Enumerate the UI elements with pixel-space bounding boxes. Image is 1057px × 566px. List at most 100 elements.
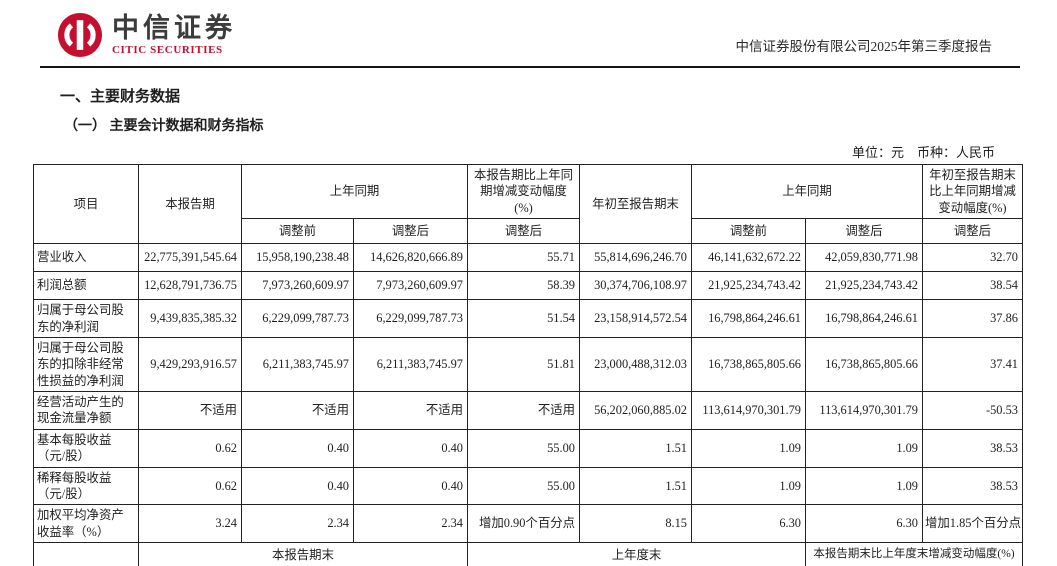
- table-row: 利润总额 12,628,791,736.75 7,973,260,609.97 …: [33, 271, 1023, 301]
- value-cell: 21,925,234,743.42: [691, 271, 806, 301]
- value-cell: 23,000,488,312.03: [579, 336, 692, 393]
- row-label: 归属于母公司股东的扣除非经常性损益的净利润: [33, 336, 139, 393]
- table-row: 稀释每股收益（元/股） 0.62 0.40 0.40 55.00 1.51 1.…: [33, 466, 1023, 506]
- report-title: 中信证券股份有限公司2025年第三季度报告: [735, 39, 993, 54]
- value-cell: 42,059,830,771.98: [805, 243, 923, 273]
- value-cell: 1.51: [579, 466, 692, 506]
- citic-logo: 中信证券 CITIC SECURITIES: [57, 12, 236, 58]
- section-heading: 一、主要财务数据: [60, 89, 181, 105]
- table-row: 加权平均净资产收益率（%） 3.24 2.34 2.34 增加0.90个百分点 …: [33, 504, 1023, 543]
- table-row: 归属于母公司股东的扣除非经常性损益的净利润 9,429,293,916.57 6…: [33, 336, 1023, 393]
- value-cell: 不适用: [241, 391, 354, 430]
- value-cell: 9,439,835,385.32: [138, 299, 242, 338]
- value-cell: 14,626,820,666.89: [353, 243, 468, 273]
- table-header-row-1: 项目 本报告期 上年同期 本报告期比上年同期增减变动幅度(%) 年初至报告期末 …: [33, 163, 1023, 245]
- value-cell: 2.34: [353, 504, 468, 543]
- col-header-ytd-change: 年初至报告期末比上年同期增减变动幅度(%): [922, 163, 1023, 220]
- col-header-item: 项目: [33, 163, 139, 245]
- col-header-after-adjust: 调整后: [922, 218, 1023, 245]
- value-cell: 8.15: [579, 504, 692, 543]
- row-label: 基本每股收益（元/股）: [33, 428, 139, 468]
- value-cell: 113,614,970,301.79: [691, 391, 806, 430]
- col-header-prior-period: 上年同期: [241, 163, 468, 220]
- financial-table: 项目 本报告期 上年同期 本报告期比上年同期增减变动幅度(%) 年初至报告期末 …: [33, 163, 1023, 566]
- value-cell: 58.39: [467, 271, 580, 301]
- col-header-qoq-change: 本报告期比上年同期增减变动幅度(%): [467, 163, 580, 220]
- value-cell: 0.40: [353, 428, 468, 468]
- value-cell: 56,202,060,885.02: [579, 391, 692, 430]
- col-header-after-adjust: 调整后: [467, 218, 580, 245]
- value-cell: 9,429,293,916.57: [138, 336, 242, 393]
- logo-zh-text: 中信证券: [112, 12, 236, 43]
- col-header-prior-year-end: 上年度末: [467, 542, 806, 566]
- value-cell: 0.62: [138, 466, 242, 506]
- value-cell: 16,798,864,246.61: [691, 299, 806, 338]
- value-cell: 增加1.85个百分点: [922, 504, 1023, 543]
- value-cell: 22,775,391,545.64: [138, 243, 242, 273]
- row-label: 营业收入: [33, 243, 139, 273]
- value-cell: 1.09: [805, 466, 923, 506]
- row-label: 稀释每股收益（元/股）: [33, 466, 139, 506]
- table-row: 营业收入 22,775,391,545.64 15,958,190,238.48…: [33, 243, 1023, 273]
- value-cell: 55.00: [467, 428, 580, 468]
- value-cell: 2.34: [241, 504, 354, 543]
- table-row: 经营活动产生的现金流量净额 不适用 不适用 不适用 不适用 56,202,060…: [33, 391, 1023, 430]
- table-header-row-2: 调整前 调整后 调整后 调整前 调整后 调整后: [34, 218, 1023, 245]
- row-label: 加权平均净资产收益率（%）: [33, 504, 139, 543]
- value-cell: 16,738,865,805.66: [805, 336, 923, 393]
- col-header-ytd: 年初至报告期末: [579, 163, 692, 245]
- col-header-end-change: 本报告期末比上年度末增减变动幅度(%): [805, 542, 1023, 566]
- value-cell: 1.09: [691, 466, 806, 506]
- value-cell: 55,814,696,246.70: [579, 243, 692, 273]
- value-cell: 0.62: [138, 428, 242, 468]
- value-cell: 55.71: [467, 243, 580, 273]
- unit-note: 单位：元 币种：人民币: [851, 145, 995, 160]
- value-cell: 6,229,099,787.73: [241, 299, 354, 338]
- value-cell: 增加0.90个百分点: [467, 504, 580, 543]
- page-header: 中信证券 CITIC SECURITIES 中信证券股份有限公司2025年第三季…: [40, 0, 1020, 68]
- value-cell: 32.70: [922, 243, 1023, 273]
- value-cell: 1.09: [691, 428, 806, 468]
- value-cell: 6.30: [691, 504, 806, 543]
- value-cell: 38.54: [922, 271, 1023, 301]
- value-cell: 6.30: [805, 504, 923, 543]
- value-cell: 55.00: [467, 466, 580, 506]
- value-cell: 16,798,864,246.61: [805, 299, 923, 338]
- value-cell: 51.54: [467, 299, 580, 338]
- value-cell: 38.53: [922, 466, 1023, 506]
- value-cell: 15,958,190,238.48: [241, 243, 354, 273]
- value-cell: 7,973,260,609.97: [353, 271, 468, 301]
- value-cell: 37.86: [922, 299, 1023, 338]
- value-cell: 6,211,383,745.97: [353, 336, 468, 393]
- value-cell: 21,925,234,743.42: [805, 271, 923, 301]
- col-header-before-adjust: 调整前: [691, 218, 806, 245]
- value-cell: 3.24: [138, 504, 242, 543]
- table-row: 基本每股收益（元/股） 0.62 0.40 0.40 55.00 1.51 1.…: [33, 428, 1023, 468]
- row-label: 经营活动产生的现金流量净额: [33, 391, 139, 430]
- value-cell: 23,158,914,572.54: [579, 299, 692, 338]
- value-cell: 16,738,865,805.66: [691, 336, 806, 393]
- value-cell: 不适用: [353, 391, 468, 430]
- value-cell: 0.40: [241, 428, 354, 468]
- citic-logo-icon: [57, 12, 103, 58]
- value-cell: 不适用: [138, 391, 242, 430]
- logo-en-text: CITIC SECURITIES: [112, 43, 223, 56]
- value-cell: 不适用: [467, 391, 580, 430]
- value-cell: 0.40: [241, 466, 354, 506]
- value-cell: 37.41: [922, 336, 1023, 393]
- empty-cell: [33, 542, 139, 566]
- col-header-after-adjust: 调整后: [353, 218, 468, 245]
- value-cell: 38.53: [922, 428, 1023, 468]
- value-cell: 1.09: [805, 428, 923, 468]
- col-header-current-end: 本报告期末: [138, 542, 468, 566]
- value-cell: 51.81: [467, 336, 580, 393]
- period-end-header-row: 本报告期末 上年度末 本报告期末比上年度末增减变动幅度(%): [33, 542, 1023, 566]
- col-header-after-adjust: 调整后: [805, 218, 923, 245]
- col-header-prior-period-ytd: 上年同期: [691, 163, 923, 220]
- col-header-current-period: 本报告期: [138, 163, 242, 245]
- row-label: 利润总额: [33, 271, 139, 301]
- value-cell: 113,614,970,301.79: [805, 391, 923, 430]
- col-header-before-adjust: 调整前: [241, 218, 354, 245]
- value-cell: 46,141,632,672.22: [691, 243, 806, 273]
